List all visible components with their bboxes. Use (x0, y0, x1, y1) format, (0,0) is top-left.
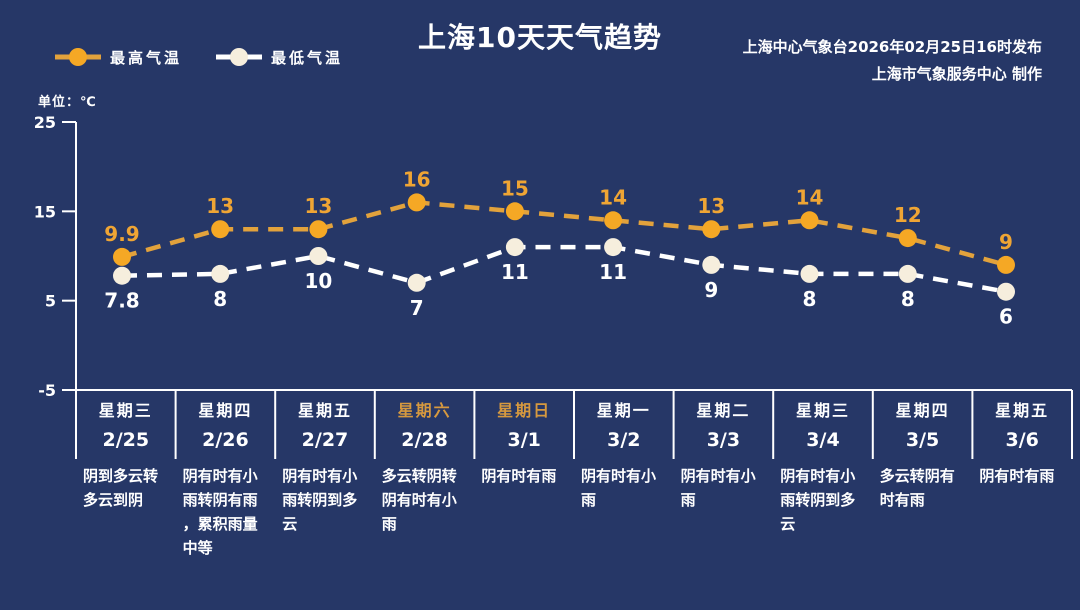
low-temp-point (113, 266, 131, 285)
high-temp-value-label: 12 (894, 203, 922, 227)
legend-item-low-temp: 最低气温 (216, 46, 343, 68)
low-temp-point (604, 238, 623, 257)
legend-item-high-temp: 最高气温 (55, 46, 182, 68)
low-temp-value-label: 10 (304, 269, 332, 293)
y-tick-label: 15 (34, 202, 56, 221)
publisher-line-2: 上海市气象服务中心 制作 (871, 65, 1042, 83)
low-temp-value-label: 9 (704, 278, 718, 302)
high-temp-point (800, 211, 819, 230)
high-temp-marker-icon (55, 48, 101, 66)
y-tick-label: -5 (38, 381, 56, 400)
high-temp-value-label: 9.9 (104, 222, 139, 246)
high-temp-point (898, 229, 917, 248)
high-temp-value-label: 13 (304, 194, 332, 218)
y-tick-label: 5 (45, 292, 56, 311)
publisher-info: 上海中心气象台2026年02月25日16时发布 上海市气象服务中心 制作 (743, 34, 1042, 88)
high-temp-point (407, 193, 426, 212)
high-temp-point (702, 220, 721, 239)
high-temp-value-label: 9 (999, 230, 1013, 254)
high-temp-value-label: 13 (697, 194, 725, 218)
low-temp-point (505, 238, 524, 257)
low-temp-value-label: 8 (213, 287, 227, 311)
low-temp-point (800, 264, 819, 283)
low-temp-point (309, 247, 328, 265)
high-temp-point (211, 220, 230, 239)
low-temp-value-label: 7 (410, 296, 424, 320)
high-temp-point (997, 255, 1015, 274)
legend-label-high: 最高气温 (110, 48, 183, 67)
low-temp-value-label: 11 (599, 260, 627, 284)
legend-label-low: 最低气温 (271, 48, 344, 67)
high-temp-value-label: 14 (599, 185, 627, 209)
high-temp-value-label: 15 (501, 176, 529, 200)
high-temp-line (121, 200, 1007, 268)
low-temp-value-label: 7.8 (104, 289, 139, 313)
high-temp-value-label: 14 (796, 185, 824, 209)
low-temp-line (121, 244, 1007, 294)
low-temp-value-label: 8 (803, 287, 817, 311)
low-temp-point (211, 264, 230, 283)
page-title: 上海10天天气趋势 (418, 21, 662, 54)
publisher-line-1: 上海中心气象台2026年02月25日16时发布 (742, 38, 1042, 56)
high-temp-point (113, 247, 131, 266)
low-temp-point (702, 255, 721, 274)
high-temp-value-label: 13 (206, 194, 234, 218)
low-temp-marker-icon (216, 48, 263, 66)
high-temp-point (604, 211, 623, 230)
low-temp-point (898, 264, 917, 283)
high-temp-point (309, 220, 328, 239)
high-temp-point (505, 202, 524, 221)
low-temp-point (407, 273, 426, 292)
chart-legend: 最高气温 最低气温 (55, 46, 343, 68)
y-tick-label: 25 (34, 113, 56, 132)
low-temp-point (997, 282, 1015, 301)
low-temp-value-label: 8 (901, 287, 915, 311)
low-temp-value-label: 6 (999, 305, 1013, 329)
unit-label: 单位：℃ (38, 95, 97, 110)
low-temp-value-label: 11 (501, 260, 529, 284)
high-temp-value-label: 16 (403, 167, 431, 191)
